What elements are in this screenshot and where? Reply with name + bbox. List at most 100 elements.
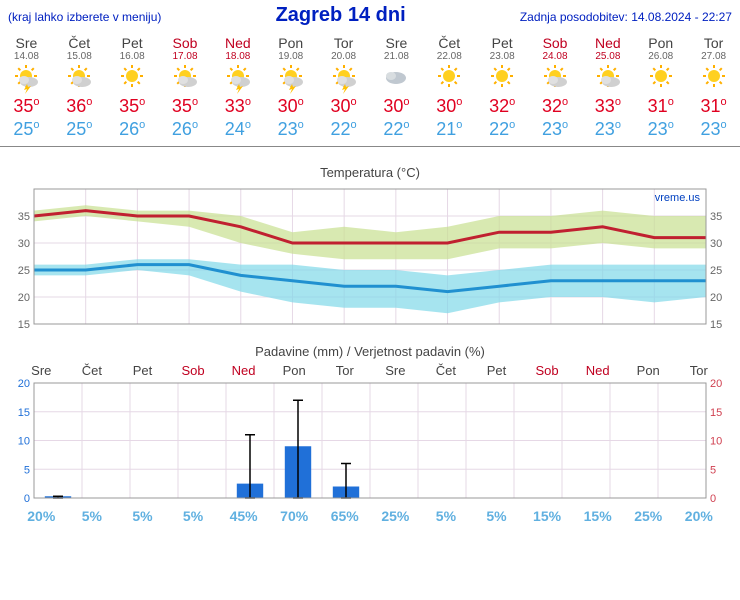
day-column: Tor20.08 30o22o — [317, 31, 370, 146]
precip-probability: 5% — [67, 508, 118, 524]
day-name: Sre — [370, 35, 423, 51]
day-column: Pon19.0830o23o — [264, 31, 317, 146]
svg-text:20: 20 — [710, 378, 722, 390]
day-column: Sob24.0832o23o — [529, 31, 582, 146]
temp-chart-title: Temperatura (°C) — [8, 165, 732, 180]
weather-icon — [687, 64, 740, 94]
svg-text:35: 35 — [18, 211, 30, 223]
weather-icon — [264, 64, 317, 94]
precip-probability: 5% — [421, 508, 472, 524]
precip-day-label: Pon — [269, 363, 320, 378]
weather-icon — [106, 64, 159, 94]
svg-text:0: 0 — [710, 493, 716, 505]
day-date: 20.08 — [317, 51, 370, 62]
weather-icon — [634, 64, 687, 94]
precip-probability-row: 20%5%5%5%45%70%65%25%5%5%15%15%25%20% — [8, 508, 732, 524]
svg-text:20: 20 — [710, 292, 722, 304]
weather-icon — [476, 64, 529, 94]
temp-high: 30o — [423, 96, 476, 117]
forecast-table: Sre14.0835o25oČet15.0836o25oPet16.0835o2… — [0, 31, 740, 147]
svg-text:10: 10 — [710, 436, 722, 448]
temp-low: 22o — [317, 119, 370, 140]
svg-text:vreme.us: vreme.us — [655, 192, 701, 204]
precip-probability: 25% — [623, 508, 674, 524]
temp-low: 24o — [211, 119, 264, 140]
day-name: Tor — [687, 35, 740, 51]
precipitation-chart: 0055101015152020 — [8, 378, 732, 508]
temp-high: 35o — [0, 96, 53, 117]
day-date: 27.08 — [687, 51, 740, 62]
day-column: Čet22.0830o21o — [423, 31, 476, 146]
temp-low: 26o — [106, 119, 159, 140]
precip-probability: 5% — [471, 508, 522, 524]
day-name: Čet — [53, 35, 106, 51]
temp-high: 32o — [476, 96, 529, 117]
svg-text:0: 0 — [24, 493, 30, 505]
temp-high: 31o — [687, 96, 740, 117]
svg-text:5: 5 — [24, 464, 30, 476]
day-date: 24.08 — [529, 51, 582, 62]
weather-icon — [159, 64, 212, 94]
day-column: Tor27.0831o23o — [687, 31, 740, 146]
svg-text:15: 15 — [18, 319, 30, 331]
day-date: 26.08 — [634, 51, 687, 62]
last-updated: Zadnja posodobitev: 14.08.2024 - 22:27 — [520, 10, 732, 24]
day-column: Pet23.0832o22o — [476, 31, 529, 146]
precip-probability: 5% — [117, 508, 168, 524]
temp-high: 33o — [211, 96, 264, 117]
temp-high: 31o — [634, 96, 687, 117]
precip-day-label: Sre — [370, 363, 421, 378]
precip-day-label: Tor — [319, 363, 370, 378]
svg-text:35: 35 — [710, 211, 722, 223]
temp-low: 25o — [0, 119, 53, 140]
temp-low: 23o — [264, 119, 317, 140]
weather-icon — [370, 64, 423, 94]
precip-day-label: Pet — [471, 363, 522, 378]
temp-high: 35o — [106, 96, 159, 117]
weather-icon — [529, 64, 582, 94]
svg-text:30: 30 — [18, 238, 30, 250]
day-name: Pon — [264, 35, 317, 51]
precip-day-label: Ned — [572, 363, 623, 378]
day-name: Tor — [317, 35, 370, 51]
svg-text:5: 5 — [710, 464, 716, 476]
day-name: Pet — [106, 35, 159, 51]
svg-text:15: 15 — [710, 319, 722, 331]
temp-low: 25o — [53, 119, 106, 140]
precip-probability: 20% — [16, 508, 67, 524]
temp-low: 23o — [529, 119, 582, 140]
weather-icon — [581, 64, 634, 94]
day-column: Sre21.0830o22o — [370, 31, 423, 146]
precip-probability: 15% — [522, 508, 573, 524]
temp-high: 30o — [264, 96, 317, 117]
weather-icon — [0, 64, 53, 94]
precip-day-label: Čet — [421, 363, 472, 378]
precip-day-label: Pet — [117, 363, 168, 378]
temperature-chart: 15152020252530303535vreme.us — [8, 184, 732, 334]
svg-text:25: 25 — [18, 265, 30, 277]
day-name: Ned — [211, 35, 264, 51]
day-date: 23.08 — [476, 51, 529, 62]
svg-text:20: 20 — [18, 378, 30, 390]
precip-day-header: SreČetPetSobNedPonTorSreČetPetSobNedPonT… — [8, 363, 732, 378]
weather-icon — [53, 64, 106, 94]
temp-low: 21o — [423, 119, 476, 140]
day-date: 15.08 — [53, 51, 106, 62]
day-name: Čet — [423, 35, 476, 51]
temp-high: 33o — [581, 96, 634, 117]
temp-low: 22o — [370, 119, 423, 140]
day-column: Ned18.08 33o24o — [211, 31, 264, 146]
temp-low: 23o — [581, 119, 634, 140]
svg-text:15: 15 — [18, 407, 30, 419]
day-name: Sob — [529, 35, 582, 51]
precip-probability: 70% — [269, 508, 320, 524]
precip-day-label: Tor — [674, 363, 725, 378]
day-date: 18.08 — [211, 51, 264, 62]
precip-probability: 65% — [319, 508, 370, 524]
temp-high: 30o — [317, 96, 370, 117]
day-date: 14.08 — [0, 51, 53, 62]
temp-low: 23o — [634, 119, 687, 140]
svg-text:30: 30 — [710, 238, 722, 250]
precip-day-label: Sob — [522, 363, 573, 378]
day-date: 25.08 — [581, 51, 634, 62]
